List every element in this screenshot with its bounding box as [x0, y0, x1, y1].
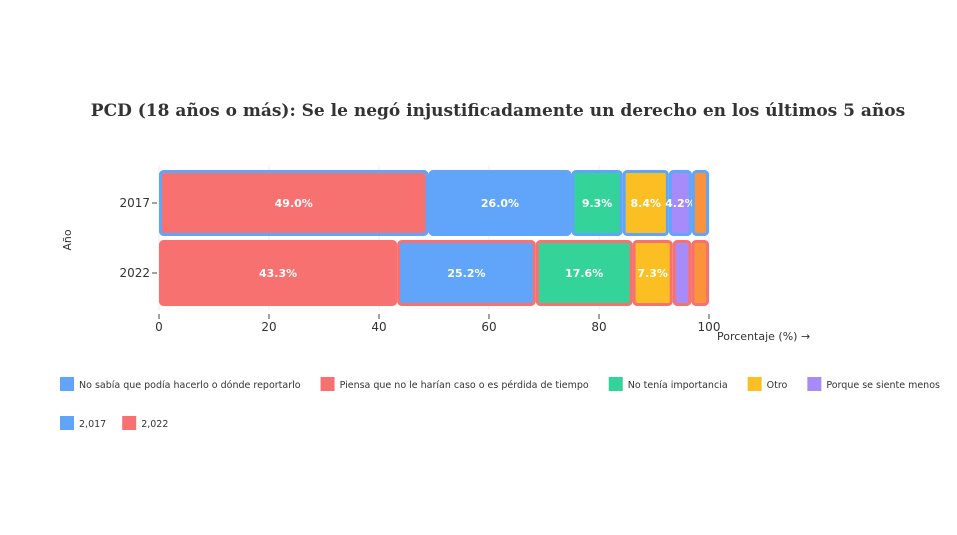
legend-item: Porque se siente menos [826, 380, 940, 391]
bar-segment [622, 170, 669, 236]
x-tick-label: 80 [591, 320, 606, 334]
bar-segment [159, 240, 398, 306]
y-tick-label: 2017 [119, 196, 150, 210]
bar-segment [668, 170, 692, 236]
data-label: 25.2% [447, 267, 485, 280]
bar-segment [397, 240, 536, 306]
x-tick-label: 0 [155, 320, 163, 334]
legend-item: 2,022 [141, 419, 168, 430]
legend-swatch [608, 377, 623, 391]
data-label: 43.3% [259, 267, 297, 280]
bar-segment [535, 240, 633, 306]
y-axis-label: Año [61, 229, 74, 250]
legend-item: Otro [767, 380, 788, 391]
legend-item: No tenía importancia [628, 380, 728, 391]
legend-item: 2,017 [79, 419, 106, 430]
x-tick-label: 40 [371, 320, 386, 334]
bar-segment [428, 170, 572, 236]
legend-item: Piensa que no le harían caso o es pérdid… [340, 380, 589, 391]
data-label: 8.4% [630, 197, 661, 210]
bar-segment [691, 170, 710, 236]
x-tick-label: 100 [698, 320, 721, 334]
bar-segment [159, 170, 429, 236]
legend-swatch [60, 416, 74, 430]
data-label: 17.6% [565, 267, 603, 280]
data-label: 7.3% [637, 267, 668, 280]
x-axis-label: Porcentaje (%) → [717, 330, 810, 343]
data-label: 9.3% [582, 197, 613, 210]
x-tick-label: 20 [261, 320, 276, 334]
bar-segment [691, 240, 710, 306]
data-label: 4.2% [665, 197, 696, 210]
chart-title: PCD (18 años o más): Se le negó injustif… [91, 101, 905, 121]
legend-swatch [747, 377, 762, 391]
bar-segment [571, 170, 623, 236]
legend-swatch [807, 377, 822, 391]
bar-segment [672, 240, 692, 306]
y-tick-label: 2022 [119, 266, 150, 280]
legend-swatch [60, 377, 74, 391]
bar-segment [632, 240, 673, 306]
x-tick-label: 60 [481, 320, 496, 334]
legend-swatch [122, 416, 137, 430]
legend-item: No sabía que podía hacerlo o dónde repor… [79, 380, 301, 391]
legend-swatch [320, 377, 335, 391]
data-label: 49.0% [275, 197, 313, 210]
data-label: 26.0% [481, 197, 519, 210]
